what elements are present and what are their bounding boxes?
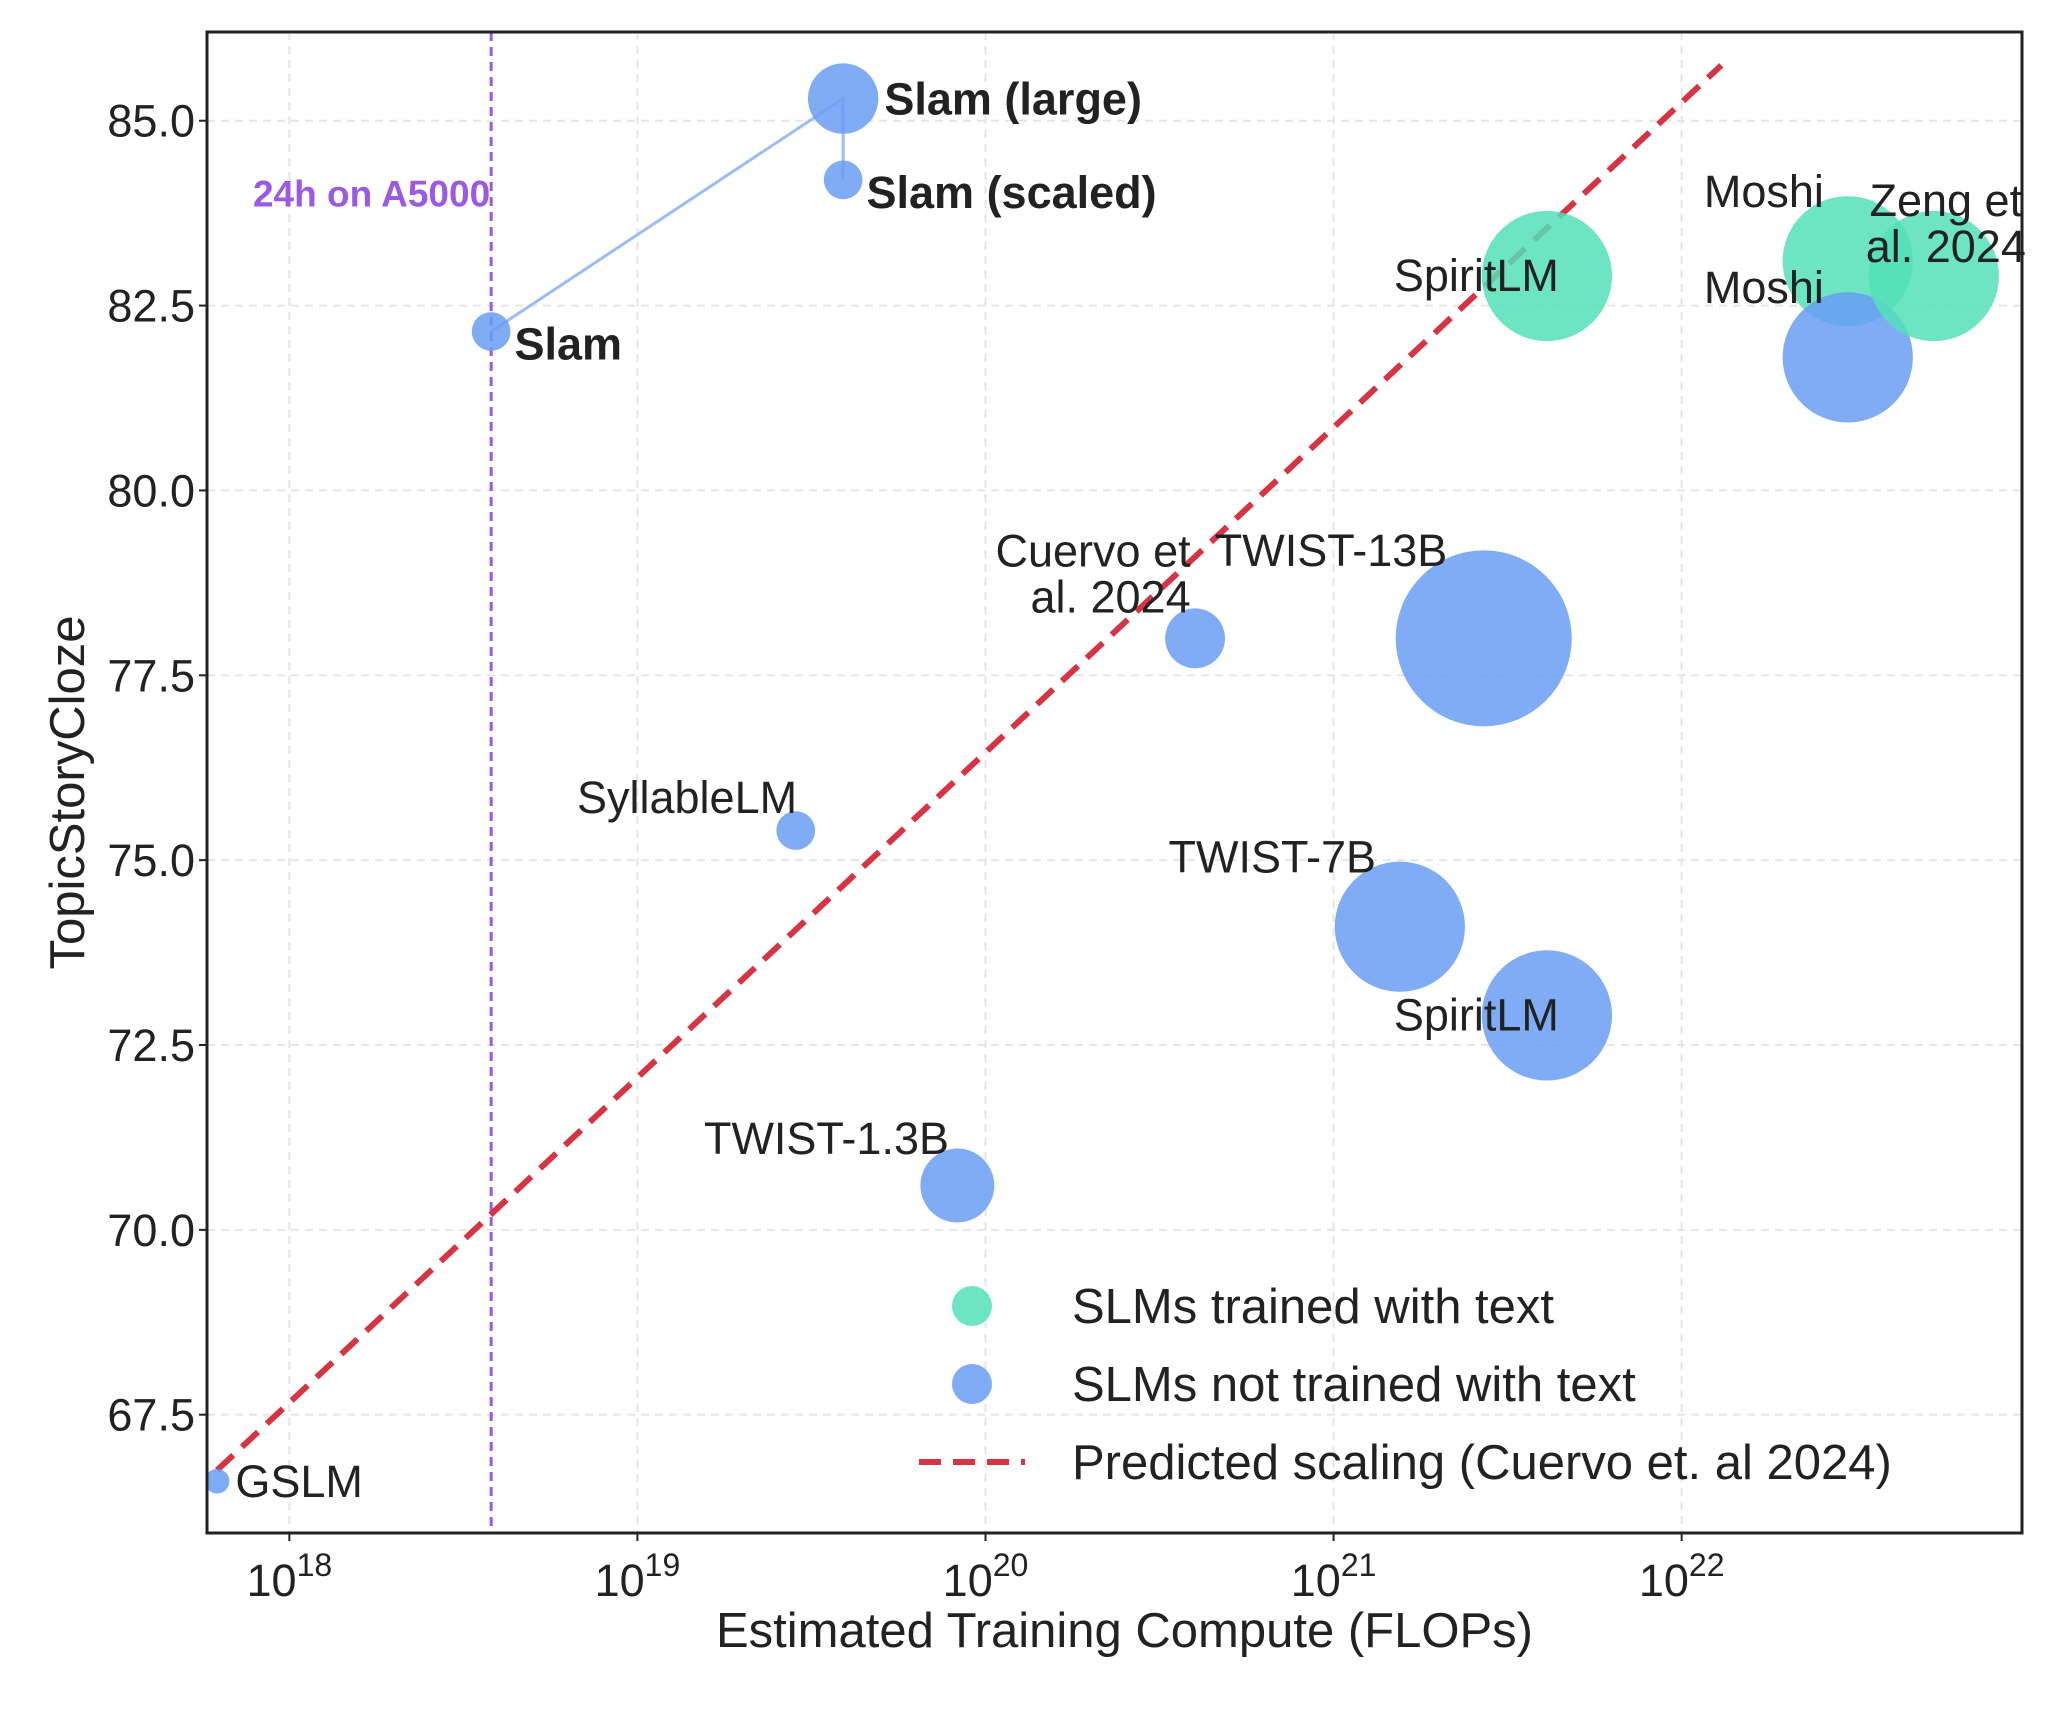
slam-scaling-path (490, 95, 845, 333)
point-label: Moshi (1704, 262, 1824, 313)
point-label: TWIST-7B (1169, 832, 1377, 883)
data-layer (207, 32, 1999, 1533)
point-label: SpiritLM (1394, 989, 1559, 1040)
axes: 67.5 70.0 72.5 75.0 77.5 80.0 82.5 85.0 1018 1019… (41, 96, 1725, 1658)
point-label: Moshi (1704, 166, 1824, 217)
x-tick-label: 1022 (1639, 1547, 1725, 1606)
point-label: Slam (515, 318, 623, 369)
point-slam-scaled- (823, 160, 863, 200)
point-twist-1-3b (920, 1148, 995, 1223)
point-label: Slam (large) (884, 74, 1142, 125)
y-tick-label: 67.5 (107, 1390, 195, 1441)
x-tick-label: 1019 (595, 1547, 681, 1606)
x-tick-label: 1018 (247, 1547, 333, 1606)
point-label: SpiritLM (1394, 250, 1559, 301)
compute-budget-label: 24h on A5000 (253, 174, 490, 215)
point-label: GSLM (235, 1456, 363, 1507)
point-twist-7b (1334, 861, 1465, 992)
grid (207, 32, 2022, 1533)
legend-marker (952, 1286, 992, 1326)
legend: SLMs trained with text SLMs not trained w… (919, 1280, 1892, 1490)
point-label: SyllableLM (577, 772, 797, 823)
point-label: TWIST-13B (1215, 525, 1448, 576)
y-tick-label: 82.5 (107, 281, 195, 332)
point-label: Cuervo et al. 2024 (996, 525, 1192, 622)
y-tick-label: 70.0 (107, 1205, 195, 1256)
point-twist-13b (1395, 550, 1572, 727)
y-tick-label: 77.5 (107, 650, 195, 701)
x-tick-label: 1021 (1291, 1547, 1377, 1606)
y-tick-label: 75.0 (107, 835, 195, 886)
y-tick-label: 80.0 (107, 465, 195, 516)
point-label: Zeng et al. 2024 (1866, 175, 2026, 272)
legend-label: SLMs not trained with text (1072, 1358, 1636, 1412)
point-zeng-et-al-2024 (1868, 210, 1999, 342)
legend-label: SLMs trained with text (1072, 1280, 1554, 1334)
x-tick-label: 1020 (943, 1547, 1029, 1606)
point-slam (471, 312, 511, 351)
point-label: TWIST-1.3B (704, 1113, 949, 1164)
point-syllablelm (776, 811, 816, 850)
point-label: Slam (scaled) (867, 167, 1157, 218)
x-axis-title: Estimated Training Compute (FLOPs) (716, 1604, 1533, 1658)
point-slam-large- (807, 63, 879, 134)
legend-label: Predicted scaling (Cuervo et. al 2024) (1072, 1436, 1892, 1490)
point-spiritlm (1481, 950, 1613, 1081)
label-layer: 24h on A5000 GSLM Slam Slam (large) Slam (sc… (235, 74, 2025, 1508)
y-axis-title: TopicStoryCloze (41, 615, 95, 969)
legend-marker (952, 1364, 992, 1404)
predicted-scaling-line (215, 63, 1724, 1473)
point-spiritlm (1481, 210, 1613, 342)
y-tick-label: 85.0 (107, 96, 195, 147)
plot-frame (205, 30, 2024, 1535)
point-moshi (1782, 292, 1913, 423)
y-tick-label: 72.5 (107, 1020, 195, 1071)
point-gslm (207, 1468, 230, 1494)
point-cuervo-et-al-2024 (1165, 608, 1225, 669)
